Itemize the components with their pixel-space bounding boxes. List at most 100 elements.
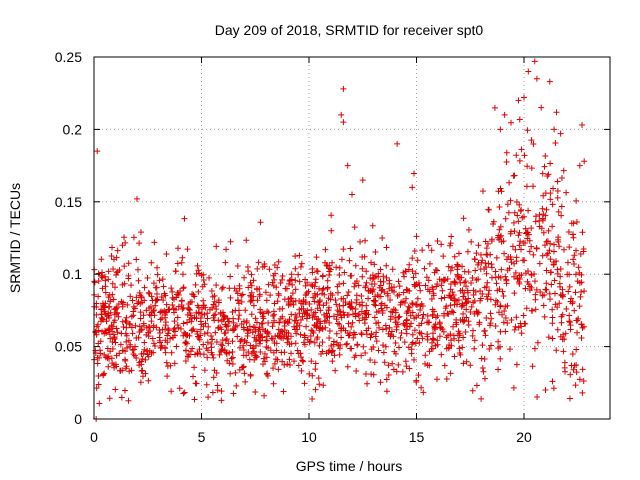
data-point <box>130 308 137 315</box>
data-point <box>573 247 580 254</box>
data-point <box>478 395 485 402</box>
data-point <box>508 119 515 126</box>
data-point <box>212 311 219 318</box>
data-point <box>261 260 268 267</box>
data-point <box>106 327 113 334</box>
data-point <box>95 372 102 379</box>
data-point <box>109 339 116 346</box>
data-point <box>371 314 378 321</box>
data-point <box>362 349 369 356</box>
data-point <box>506 179 513 186</box>
data-point <box>566 244 573 251</box>
data-point <box>486 346 493 353</box>
data-point <box>121 356 128 363</box>
data-point <box>322 317 329 324</box>
data-point <box>190 326 197 333</box>
data-point <box>564 259 571 266</box>
data-point <box>545 227 552 234</box>
data-point <box>557 265 564 272</box>
data-point <box>123 338 130 345</box>
data-point <box>214 387 221 394</box>
data-point <box>380 342 387 349</box>
data-point <box>209 293 216 300</box>
data-point <box>523 305 530 312</box>
data-point <box>109 244 116 251</box>
data-point <box>419 315 426 322</box>
data-point <box>148 259 155 266</box>
data-point <box>196 270 203 277</box>
data-point <box>476 321 483 328</box>
data-point <box>551 277 558 284</box>
data-point <box>308 281 315 288</box>
data-point <box>213 339 220 346</box>
data-point <box>131 305 138 312</box>
data-point <box>467 362 474 369</box>
data-point <box>434 341 441 348</box>
data-point <box>199 283 206 290</box>
data-point <box>326 335 333 342</box>
data-point <box>144 274 151 281</box>
data-point <box>128 313 135 320</box>
data-point <box>156 337 163 344</box>
data-point <box>157 316 164 323</box>
data-point <box>411 170 418 177</box>
data-point <box>284 335 291 342</box>
data-point <box>329 259 336 266</box>
data-point <box>438 351 445 358</box>
data-point <box>443 303 450 310</box>
data-point <box>539 252 546 259</box>
data-point <box>247 292 254 299</box>
data-point <box>369 222 376 229</box>
data-point <box>505 209 512 216</box>
data-point <box>376 324 383 331</box>
data-point <box>272 270 279 277</box>
data-point <box>302 298 309 305</box>
data-point <box>550 185 557 192</box>
data-point <box>552 139 559 146</box>
data-point <box>281 361 288 368</box>
data-point <box>285 330 292 337</box>
data-point <box>398 330 405 337</box>
data-point <box>481 284 488 291</box>
data-point <box>396 283 403 290</box>
data-point <box>385 371 392 378</box>
data-point <box>451 253 458 260</box>
data-point <box>473 382 480 389</box>
data-point <box>263 297 270 304</box>
data-point <box>386 324 393 331</box>
data-point <box>401 321 408 328</box>
data-point <box>210 354 217 361</box>
data-point <box>486 322 493 329</box>
data-point <box>98 256 105 263</box>
data-point <box>256 324 263 331</box>
data-point <box>218 397 225 404</box>
data-point <box>413 281 420 288</box>
data-point <box>549 320 556 327</box>
data-point <box>148 309 155 316</box>
data-point <box>383 388 390 395</box>
data-point <box>221 330 228 337</box>
x-tick-label: 20 <box>516 429 532 445</box>
data-point <box>326 319 333 326</box>
data-point <box>479 342 486 349</box>
data-point <box>430 292 437 299</box>
data-point <box>519 214 526 221</box>
data-point <box>312 360 319 367</box>
data-point <box>244 326 251 333</box>
data-point <box>547 190 554 197</box>
data-point <box>112 284 119 291</box>
data-point <box>252 352 259 359</box>
data-point <box>549 306 556 313</box>
data-point <box>114 247 121 254</box>
data-point <box>100 371 107 378</box>
data-point <box>430 336 437 343</box>
data-point <box>413 233 420 240</box>
data-point <box>94 148 101 155</box>
data-point <box>333 301 340 308</box>
data-point <box>558 212 565 219</box>
data-point <box>431 323 438 330</box>
data-point <box>350 334 357 341</box>
data-point <box>286 277 293 284</box>
data-point <box>122 330 129 337</box>
data-point <box>241 337 248 344</box>
